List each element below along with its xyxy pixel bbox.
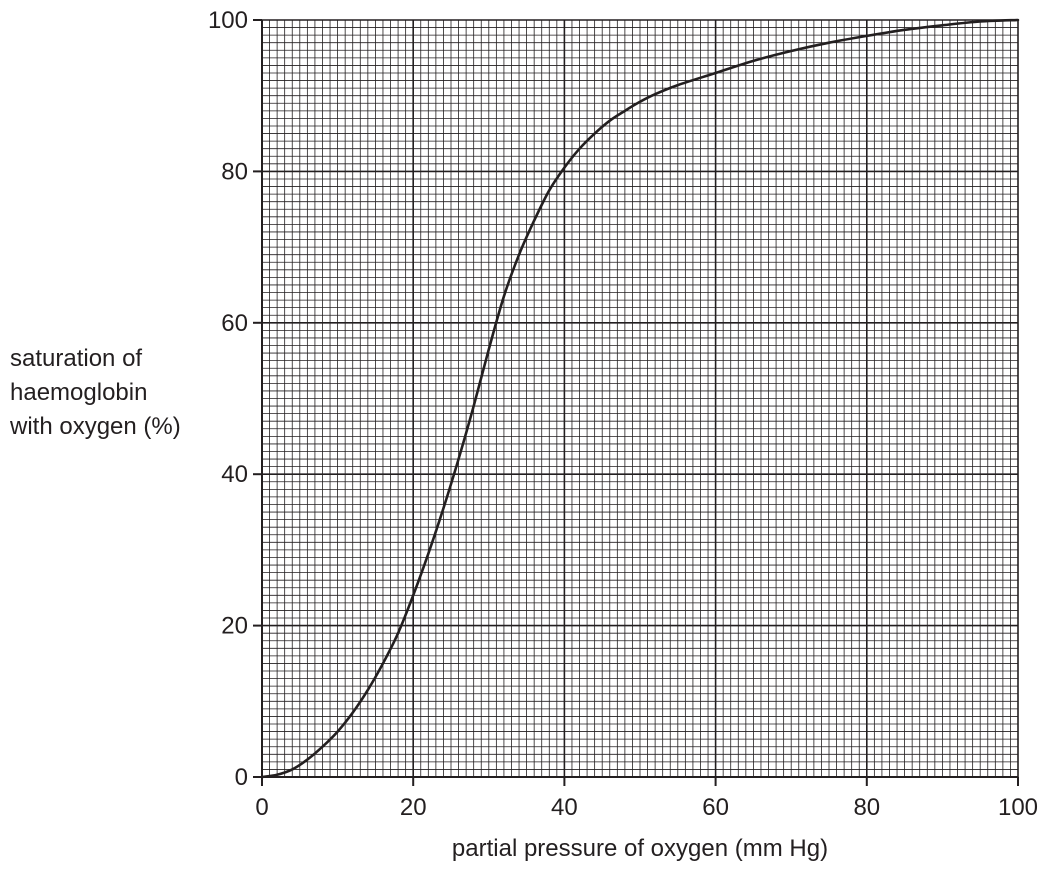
y-tick-label: 40 xyxy=(221,461,248,488)
y-axis-label-line: with oxygen (%) xyxy=(9,413,181,440)
x-tick-label: 100 xyxy=(998,794,1038,821)
x-axis-label: partial pressure of oxygen (mm Hg) xyxy=(452,835,828,862)
y-tick-label: 0 xyxy=(235,764,248,791)
x-tick-label: 80 xyxy=(853,794,880,821)
y-tick-label: 100 xyxy=(208,7,248,34)
y-tick-label: 80 xyxy=(221,158,248,185)
x-tick-label: 0 xyxy=(255,794,268,821)
y-tick-label: 60 xyxy=(221,310,248,337)
axes xyxy=(253,19,1019,786)
minor-gridlines xyxy=(262,20,1018,777)
x-tick-label: 60 xyxy=(702,794,729,821)
saturation-curve xyxy=(260,18,1020,779)
y-tick-labels: 0 20 40 60 80 100 xyxy=(208,7,248,791)
y-axis-label-line: saturation of xyxy=(10,345,142,372)
x-tick-label: 20 xyxy=(400,794,427,821)
y-axis-label: saturation of haemoglobin with oxygen (%) xyxy=(9,345,181,440)
y-axis-label-line: haemoglobin xyxy=(10,379,147,406)
y-tick-label: 20 xyxy=(221,613,248,640)
x-tick-label: 40 xyxy=(551,794,578,821)
x-tick-labels: 0 20 40 60 80 100 xyxy=(255,794,1038,821)
curve-layer xyxy=(260,18,1020,779)
